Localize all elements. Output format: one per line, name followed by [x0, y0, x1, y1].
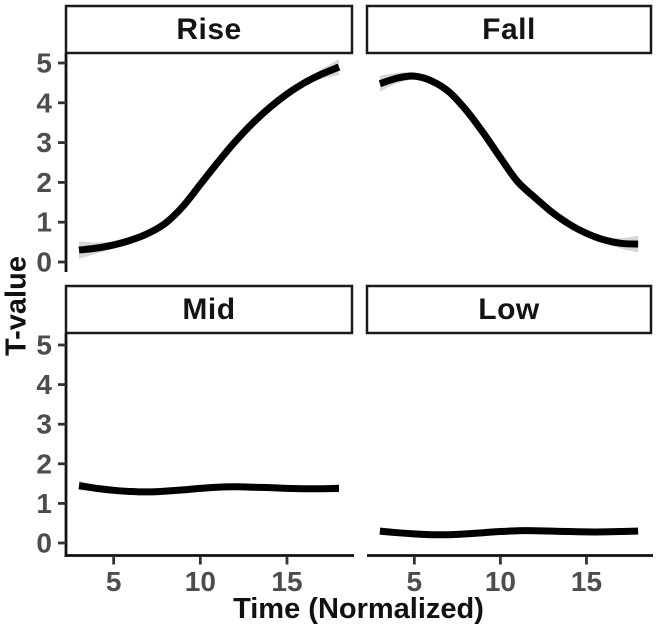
- y-tick-label: 3: [36, 409, 52, 440]
- y-tick-label: 1: [36, 207, 52, 238]
- y-tick-label: 3: [36, 127, 52, 158]
- y-tick-label: 2: [36, 167, 52, 198]
- x-tick-label: 5: [407, 566, 423, 597]
- facet-title-low: Low: [478, 292, 540, 326]
- y-tick-label: 4: [36, 369, 52, 400]
- x-tick-label: 15: [571, 566, 602, 597]
- facet-strip-rise: [64, 4, 354, 55]
- y-tick-label: 1: [36, 488, 52, 519]
- x-tick-label: 5: [106, 566, 122, 597]
- x-tick-label: 15: [271, 566, 302, 597]
- facet-title-mid: Mid: [182, 292, 236, 326]
- y-tick-label: 4: [36, 87, 52, 118]
- facet-strip-fall: [365, 4, 653, 55]
- smooth-curve-low: [379, 527, 639, 539]
- y-axis-title: T-value: [0, 256, 33, 356]
- smooth-curve-mid: [78, 482, 340, 496]
- facet-title-fall: Fall: [482, 12, 536, 46]
- y-tick-label: 0: [36, 247, 52, 278]
- y-tick-label: 5: [36, 330, 52, 361]
- facet-strip-low: [365, 284, 653, 335]
- smooth-curve-fall: [378, 72, 639, 248]
- x-axis-title: Time (Normalized): [233, 593, 484, 625]
- x-tick-label: 10: [485, 566, 516, 597]
- confidence-ribbon-fall: [379, 72, 639, 253]
- smooth-curve-rise: [78, 63, 341, 254]
- x-tick-label: 10: [185, 566, 216, 597]
- facet-title-rise: Rise: [176, 12, 242, 46]
- y-tick-label: 5: [36, 48, 52, 79]
- facet-strip-mid: [64, 284, 354, 335]
- y-tick-label: 2: [36, 448, 52, 479]
- y-tick-label: 0: [36, 528, 52, 559]
